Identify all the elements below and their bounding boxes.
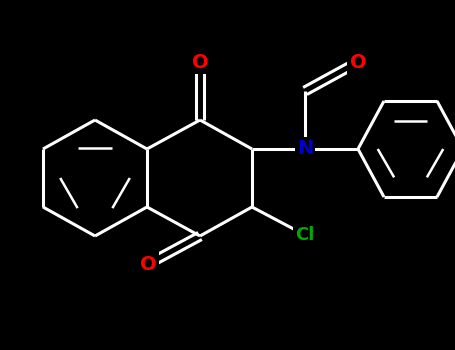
Text: N: N	[297, 140, 313, 159]
Text: O: O	[350, 52, 366, 71]
Text: O: O	[192, 52, 208, 71]
Text: O: O	[140, 254, 157, 273]
Text: Cl: Cl	[295, 226, 315, 244]
